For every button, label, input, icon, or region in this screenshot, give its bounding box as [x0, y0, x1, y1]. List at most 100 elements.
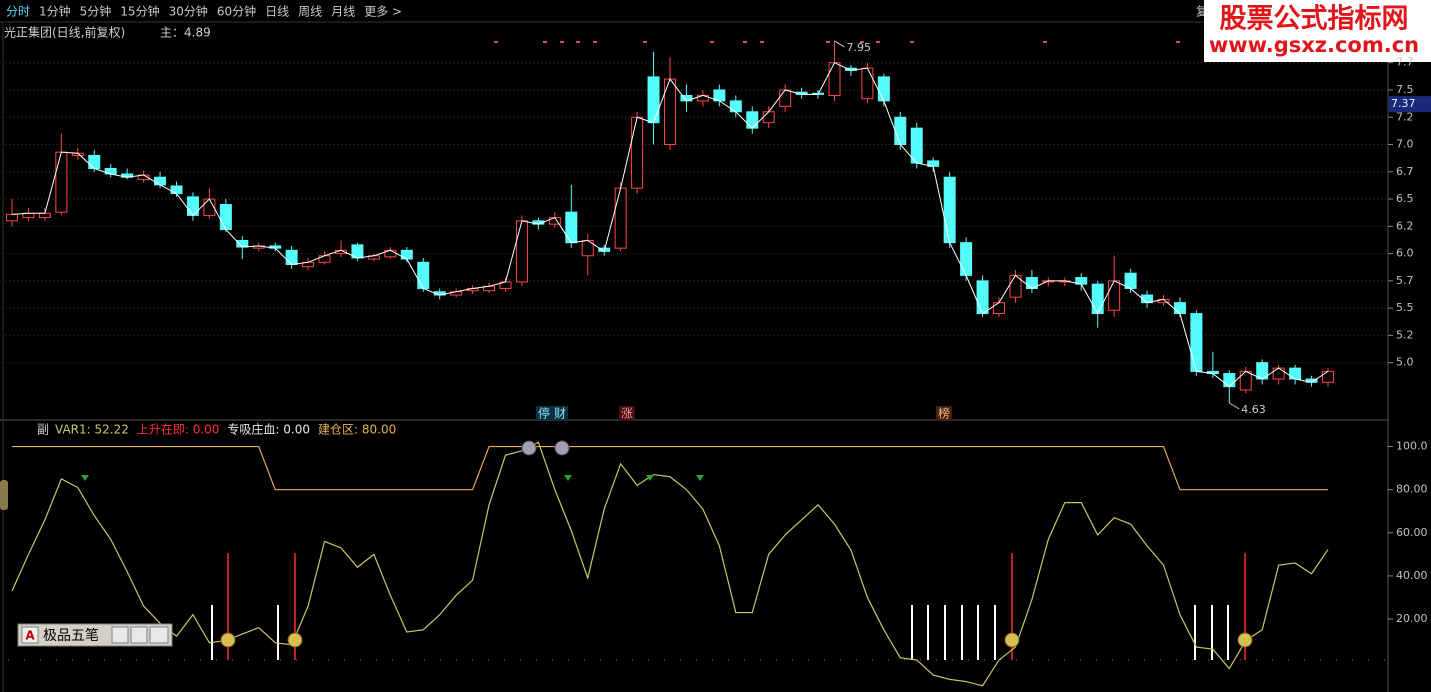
- close-line: [11, 62, 1329, 388]
- y-tick-label: 7.2: [1396, 110, 1414, 123]
- y-tick-label: 5.2: [1396, 328, 1414, 341]
- candle-body: [614, 187, 627, 249]
- y-tick-label: 6.7: [1396, 165, 1414, 178]
- toolbar-item[interactable]: 5分钟: [80, 4, 112, 19]
- event-label: 涨: [621, 406, 633, 421]
- candle-body: [1322, 370, 1334, 383]
- toolbar-item[interactable]: 周线: [298, 5, 322, 19]
- candle-body: [960, 242, 973, 276]
- legend-entry: 建仓区: 80.00: [318, 423, 396, 437]
- y-tick-label: 80.00: [1396, 483, 1428, 496]
- candle-body: [861, 67, 874, 100]
- y-tick-label: 6.0: [1396, 247, 1414, 260]
- high-pointer: [834, 40, 845, 48]
- candle-body: [828, 62, 841, 96]
- candle-body: [565, 211, 578, 244]
- ime-button[interactable]: [149, 626, 169, 644]
- event-tag: [936, 406, 952, 421]
- candle-body: [186, 196, 199, 216]
- high-annotation: 7.95: [847, 41, 872, 54]
- toolbar-item[interactable]: 1分钟: [39, 4, 71, 19]
- candle-body: [1223, 373, 1236, 388]
- candle-body: [877, 76, 890, 102]
- y-tick-label: 6.5: [1396, 192, 1414, 205]
- candles: [6, 40, 1334, 404]
- event-tag: [619, 406, 635, 421]
- red-sticks: [227, 553, 1246, 660]
- watermark-box: [1204, 0, 1431, 62]
- candle-body: [417, 261, 430, 289]
- y-tick-label: 100.0: [1396, 440, 1428, 453]
- green-triangles: [81, 475, 704, 481]
- y-tick-label: 7.7: [1396, 56, 1414, 69]
- candle-body: [1173, 302, 1186, 315]
- low-pointer: [1229, 402, 1240, 410]
- candle-body: [400, 249, 413, 260]
- candle-body: [88, 154, 101, 170]
- toolbar-item[interactable]: 30分钟: [169, 4, 208, 19]
- ime-icon-box[interactable]: [21, 626, 39, 644]
- candle-body: [318, 255, 331, 263]
- candle-body: [154, 176, 167, 186]
- y-tick-label: 7.5: [1396, 83, 1414, 96]
- candle-body: [746, 111, 759, 129]
- y-tick-label: 60.00: [1396, 526, 1428, 539]
- candle-body: [976, 280, 989, 315]
- event-tag: [536, 406, 568, 421]
- candle-body: [515, 220, 528, 283]
- toolbar-item[interactable]: 更多 >: [364, 5, 402, 19]
- y-tick-label: 7.0: [1396, 138, 1414, 151]
- candle-body: [894, 116, 907, 146]
- legend-entry: 专吸庄血: 0.00: [227, 422, 310, 437]
- main-subtitle: 主：4.89: [160, 26, 211, 40]
- top-icons: [521, 440, 570, 456]
- y-tick-label: 5.0: [1396, 356, 1414, 369]
- white-sticks: [211, 605, 1229, 660]
- indicator-line: [12, 445, 1328, 491]
- y-tick-label: 5.7: [1396, 274, 1414, 287]
- candle-body: [729, 100, 742, 113]
- sub-legend: VAR1: 52.22 上升在即: 0.00 专吸庄血: 0.00 建仓区: 80.0…: [55, 422, 396, 437]
- candle-body: [1091, 283, 1104, 315]
- ime-name[interactable]: 极品五笔: [43, 628, 99, 644]
- candle-body: [910, 127, 923, 164]
- toolbar-item[interactable]: 分时: [6, 5, 30, 19]
- watermark-title: 股票公式指标网: [1220, 4, 1409, 35]
- last-price-box: [1389, 96, 1431, 113]
- indicator-line: [11, 441, 1329, 687]
- sub-title: 副: [37, 423, 49, 437]
- candle-body: [1272, 367, 1285, 380]
- y-tick-label: 6.2: [1396, 219, 1414, 232]
- ime-icon[interactable]: A: [25, 629, 35, 643]
- toolbar-item[interactable]: 月线: [331, 5, 355, 19]
- toolbar: 分时 1分钟 5分钟 15分钟 30分钟 60分钟 日线 周线 月线 更多 > 复: [6, 4, 1208, 19]
- candle-body: [170, 185, 183, 195]
- candle-body: [236, 239, 249, 248]
- watermark-url: www.gsxz.com.cn: [1209, 33, 1419, 57]
- candle-body: [993, 302, 1005, 315]
- candle-body: [762, 111, 775, 124]
- candle-body: [1190, 313, 1203, 372]
- candle-body: [285, 249, 298, 265]
- event-label: 停: [538, 406, 550, 421]
- candle-body: [779, 89, 792, 107]
- event-label: 财: [554, 407, 566, 421]
- legend-entry: VAR1: 52.22: [55, 423, 129, 437]
- last-price-label: 7.37: [1391, 97, 1416, 110]
- toolbar-item[interactable]: 15分钟: [120, 4, 159, 19]
- candle-body: [943, 176, 956, 244]
- ime-button[interactable]: [111, 626, 129, 644]
- candle-body: [6, 213, 18, 222]
- toolbar-item[interactable]: 日线: [265, 5, 289, 19]
- main-title: 光正集团(日线,前复权): [4, 25, 125, 40]
- event-label: 榜: [938, 406, 950, 421]
- side-grip[interactable]: [0, 480, 8, 510]
- toolbar-item[interactable]: 60分钟: [217, 4, 256, 19]
- ime-button[interactable]: [130, 626, 148, 644]
- legend-entry: 上升在即: 0.00: [137, 423, 220, 437]
- y-tick-label: 40.00: [1396, 569, 1428, 582]
- sub-plot: [11, 441, 1329, 687]
- smiley-icons: [220, 632, 1253, 648]
- candle-body: [219, 204, 232, 231]
